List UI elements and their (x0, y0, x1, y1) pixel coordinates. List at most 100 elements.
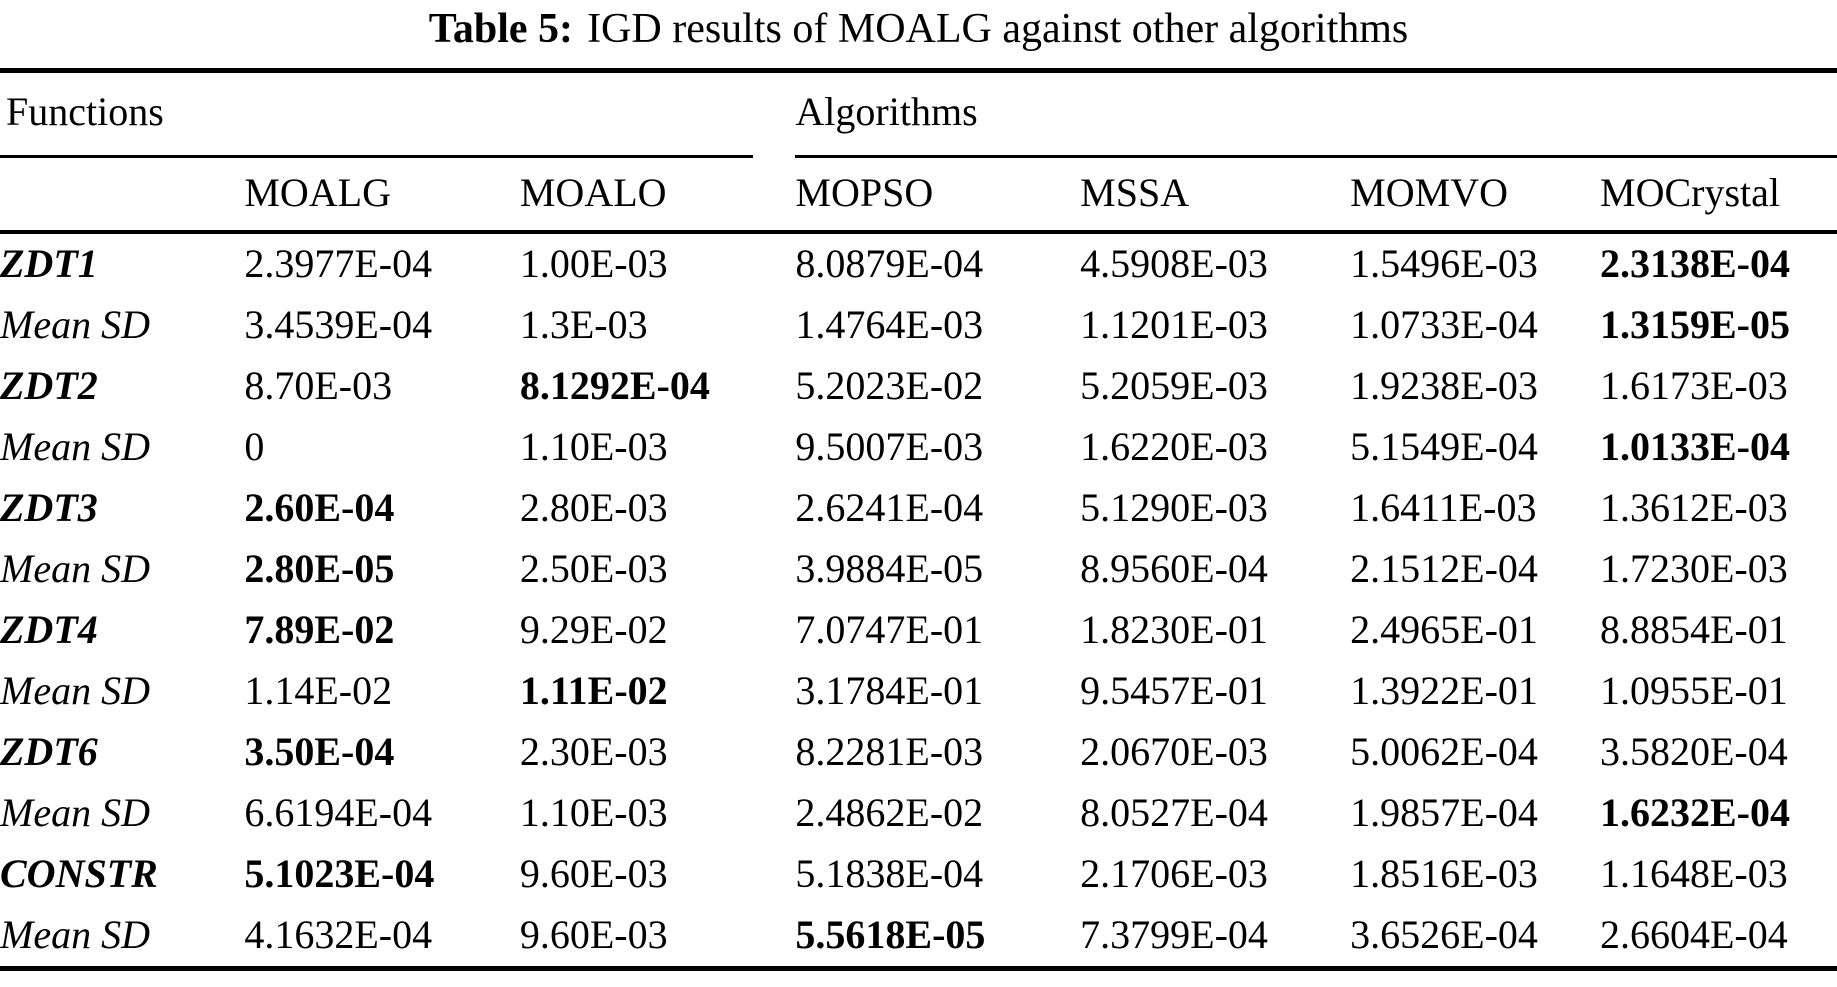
cell: 5.5618E-05 (795, 912, 986, 958)
cell: 8.1292E-04 (519, 363, 710, 409)
group-rule-row (0, 155, 1837, 159)
cell: 1.3612E-03 (1600, 485, 1788, 531)
cell: 3.5820E-04 (1600, 729, 1788, 775)
cell: 2.80E-05 (244, 546, 395, 592)
row-label: ZDT1 (0, 241, 98, 287)
column-header-empty (0, 158, 245, 235)
cell: 1.3922E-01 (1350, 668, 1538, 714)
row-label: ZDT4 (0, 607, 98, 653)
functions-underline-cell (0, 155, 795, 159)
cell: 1.8230E-01 (1080, 607, 1268, 653)
cell: 6.6194E-04 (244, 790, 433, 836)
cell: 7.0747E-01 (795, 607, 984, 653)
cell: 8.2281E-03 (795, 729, 984, 775)
row-label: ZDT3 (0, 485, 98, 531)
cell: 5.1023E-04 (244, 851, 435, 897)
cell: 1.3159E-05 (1600, 302, 1790, 348)
cell: 1.1648E-03 (1600, 851, 1788, 897)
cell: 2.0670E-03 (1080, 729, 1268, 775)
cell: 5.0062E-04 (1350, 729, 1538, 775)
column-header-mocrystal: MOCrystal (1600, 158, 1837, 235)
cell: 1.14E-02 (244, 668, 393, 714)
cell: 2.6604E-04 (1600, 912, 1788, 958)
cell: 9.60E-03 (519, 851, 668, 897)
cell: 1.00E-03 (519, 241, 668, 287)
cell: 3.1784E-01 (795, 668, 984, 714)
cell: 5.1838E-04 (795, 851, 984, 897)
table-row: CONSTR 5.1023E-04 9.60E-03 5.1838E-04 2.1706… (0, 844, 1837, 905)
cell: 3.9884E-05 (795, 546, 984, 592)
table-row: ZDT4 7.89E-02 9.29E-02 7.0747E-01 1.8230E-01… (0, 600, 1837, 661)
table-caption: Table 5: IGD results of MOALG against oth… (0, 4, 1837, 54)
functions-group-underline (0, 155, 754, 159)
cell: 5.1549E-04 (1350, 424, 1538, 470)
cell: 2.50E-03 (519, 546, 668, 592)
cell: 7.3799E-04 (1080, 912, 1268, 958)
cell: 1.0133E-04 (1600, 424, 1790, 470)
row-label: ZDT6 (0, 729, 98, 775)
cell: 9.29E-02 (519, 607, 668, 653)
cell: 8.8854E-01 (1600, 607, 1788, 653)
cell: 2.4862E-02 (795, 790, 984, 836)
cell: 1.11E-02 (519, 668, 668, 714)
row-label: Mean SD (0, 668, 150, 714)
cell: 5.2059E-03 (1080, 363, 1268, 409)
cell: 1.10E-03 (519, 790, 668, 836)
cell: 3.50E-04 (244, 729, 395, 775)
cell: 3.4539E-04 (244, 302, 433, 348)
cell: 1.6220E-03 (1080, 424, 1268, 470)
cell: 1.6232E-04 (1600, 790, 1790, 836)
cell: 8.0879E-04 (795, 241, 984, 287)
table-row: ZDT3 2.60E-04 2.80E-03 2.6241E-04 5.1290E-03… (0, 478, 1837, 539)
cell: 1.3E-03 (519, 302, 648, 348)
algorithms-group-underline (795, 155, 1837, 159)
row-label: ZDT2 (0, 363, 98, 409)
table-row: Mean SD 1.14E-02 1.11E-02 3.1784E-01 9.5457E… (0, 661, 1837, 722)
cell: 1.5496E-03 (1350, 241, 1538, 287)
cell: 9.5007E-03 (795, 424, 984, 470)
cell: 8.9560E-04 (1080, 546, 1268, 592)
cell: 7.89E-02 (244, 607, 395, 653)
row-label: Mean SD (0, 912, 150, 958)
cell: 1.0733E-04 (1350, 302, 1538, 348)
table-row: ZDT6 3.50E-04 2.30E-03 8.2281E-03 2.0670E-03… (0, 722, 1837, 783)
cell: 2.6241E-04 (795, 485, 984, 531)
cell: 1.6173E-03 (1600, 363, 1788, 409)
cell: 0 (244, 424, 265, 470)
table-caption-text: IGD results of MOALG against other algor… (587, 6, 1409, 52)
column-header-moalg: MOALG (244, 158, 520, 235)
column-header-mssa: MSSA (1080, 158, 1351, 235)
table-row: Mean SD 6.6194E-04 1.10E-03 2.4862E-02 8.052… (0, 783, 1837, 844)
row-label: Mean SD (0, 546, 150, 592)
cell: 1.0955E-01 (1600, 668, 1788, 714)
igd-results-table: Functions Algorithms MOALG MOALO MOPSO MSSA… (0, 68, 1837, 972)
group-header-row: Functions Algorithms (0, 71, 1837, 156)
table-row: Mean SD 0 1.10E-03 9.5007E-03 1.6220E-03 5.15… (0, 417, 1837, 478)
cell: 5.2023E-02 (795, 363, 984, 409)
column-header-moalo: MOALO (519, 158, 796, 235)
cell: 2.60E-04 (244, 485, 395, 531)
row-label: Mean SD (0, 302, 150, 348)
algorithms-underline-cell (795, 155, 1837, 159)
table-caption-label: Table 5: (428, 6, 574, 52)
cell: 2.3977E-04 (244, 241, 433, 287)
table-row: Mean SD 4.1632E-04 9.60E-03 5.5618E-05 7.379… (0, 905, 1837, 969)
cell: 4.1632E-04 (244, 912, 433, 958)
cell: 1.8516E-03 (1350, 851, 1538, 897)
table-row: Mean SD 3.4539E-04 1.3E-03 1.4764E-03 1.1201… (0, 295, 1837, 356)
cell: 8.0527E-04 (1080, 790, 1268, 836)
cell: 2.3138E-04 (1600, 241, 1790, 287)
cell: 1.9857E-04 (1350, 790, 1538, 836)
cell: 1.6411E-03 (1350, 485, 1537, 531)
column-header-mopso: MOPSO (795, 158, 1081, 235)
row-label: Mean SD (0, 424, 150, 470)
column-header-row: MOALG MOALO MOPSO MSSA MOMVO MOCrystal (0, 158, 1837, 235)
cell: 9.60E-03 (519, 912, 668, 958)
table-row: Mean SD 2.80E-05 2.50E-03 3.9884E-05 8.9560E… (0, 539, 1837, 600)
cell: 4.5908E-03 (1080, 241, 1268, 287)
cell: 2.80E-03 (519, 485, 668, 531)
cell: 1.4764E-03 (795, 302, 984, 348)
cell: 2.1706E-03 (1080, 851, 1268, 897)
group-header-functions: Functions (6, 89, 164, 135)
table-row: ZDT1 2.3977E-04 1.00E-03 8.0879E-04 4.5908E-… (0, 232, 1837, 295)
